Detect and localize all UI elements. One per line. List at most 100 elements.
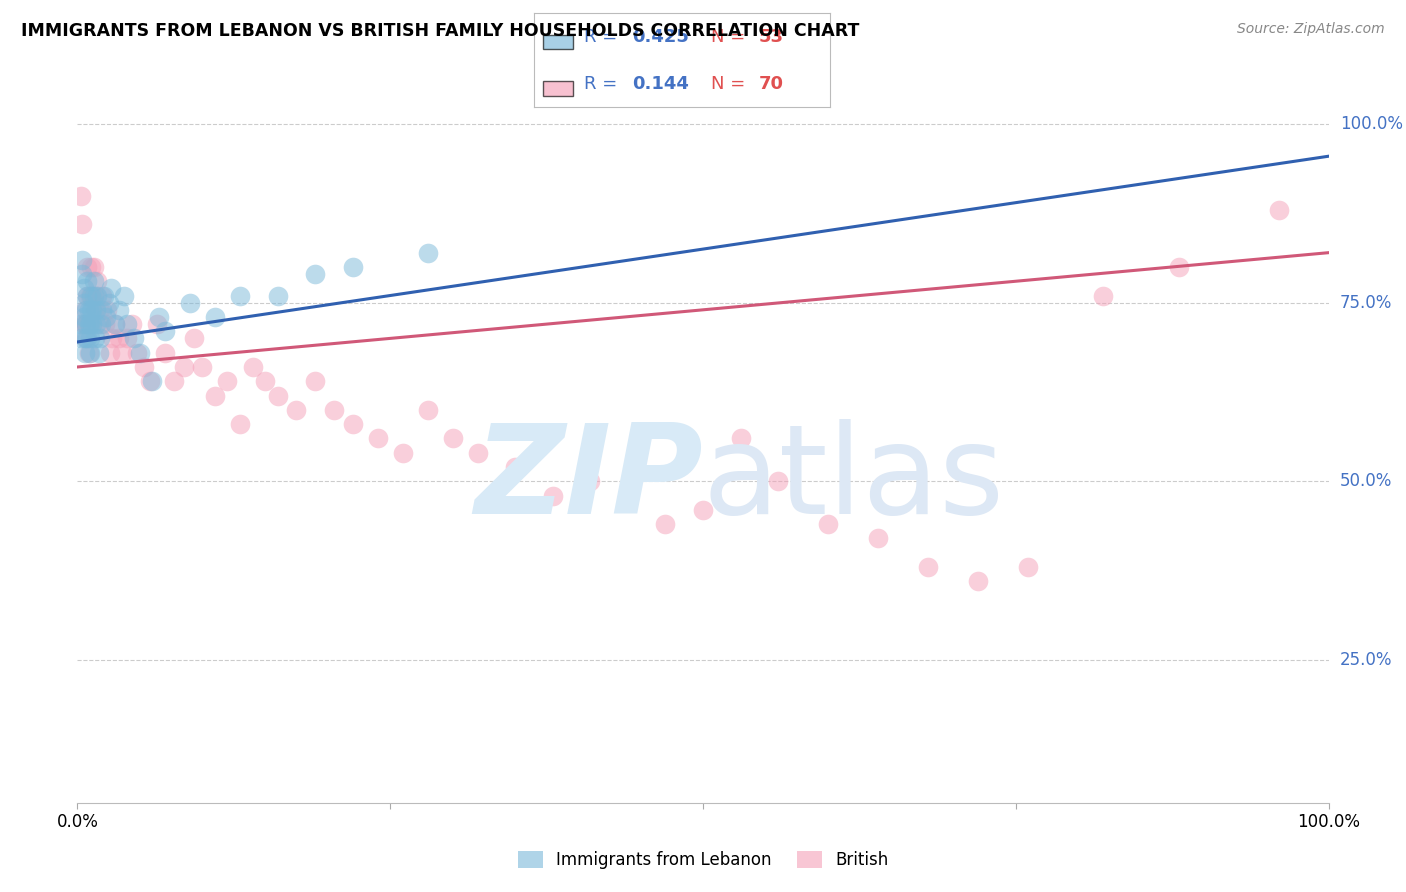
Point — [73, 302, 96, 317]
Text: 70: 70 — [759, 75, 783, 93]
Point — [73, 345, 96, 359]
Point — [72, 310, 94, 324]
Text: N =: N = — [711, 28, 751, 45]
Point — [77, 345, 100, 359]
Point — [100, 281, 122, 295]
Point — [76, 260, 98, 274]
Text: N =: N = — [711, 75, 751, 93]
Point — [107, 331, 129, 345]
FancyBboxPatch shape — [543, 81, 572, 95]
Point — [367, 432, 389, 446]
Point — [1092, 288, 1115, 302]
Point — [1167, 260, 1189, 274]
Point — [84, 317, 107, 331]
Point — [342, 260, 364, 274]
Point — [86, 288, 108, 302]
Point — [83, 331, 105, 345]
Point — [1267, 202, 1289, 217]
Text: 75.0%: 75.0% — [1340, 293, 1392, 311]
Point — [146, 317, 169, 331]
Point — [917, 560, 939, 574]
Point — [72, 281, 94, 295]
Point — [72, 252, 94, 267]
Text: 0.144: 0.144 — [631, 75, 689, 93]
Point — [730, 432, 752, 446]
Point — [90, 317, 112, 331]
Point — [183, 331, 205, 345]
Point — [76, 331, 98, 345]
Point — [91, 302, 114, 317]
Point — [141, 374, 163, 388]
Point — [242, 359, 264, 374]
Point — [117, 317, 139, 331]
Point — [107, 302, 129, 317]
Point — [75, 317, 97, 331]
Point — [80, 302, 103, 317]
Point — [541, 489, 564, 503]
Point — [111, 345, 134, 359]
Point — [82, 302, 104, 317]
Point — [89, 302, 111, 317]
Point — [617, 489, 640, 503]
Text: 53: 53 — [759, 28, 783, 45]
Point — [80, 260, 103, 274]
Point — [817, 517, 839, 532]
Point — [83, 288, 105, 302]
Text: 100.0%: 100.0% — [1340, 115, 1403, 133]
Point — [89, 331, 111, 345]
Point — [82, 288, 104, 302]
Point — [70, 317, 93, 331]
Text: R =: R = — [585, 75, 623, 93]
Point — [132, 359, 155, 374]
Point — [217, 374, 239, 388]
Point — [322, 402, 344, 417]
Point — [79, 317, 101, 331]
Point — [77, 317, 100, 331]
Point — [391, 446, 413, 460]
Point — [579, 475, 602, 489]
Point — [75, 317, 97, 331]
Point — [93, 288, 115, 302]
Point — [253, 374, 276, 388]
Point — [692, 503, 714, 517]
Point — [84, 288, 107, 302]
Point — [129, 345, 152, 359]
Point — [441, 432, 464, 446]
Text: 0.425: 0.425 — [631, 28, 689, 45]
Point — [75, 302, 97, 317]
Point — [117, 331, 139, 345]
Point — [112, 288, 135, 302]
Point — [121, 317, 143, 331]
Point — [304, 267, 326, 281]
Point — [83, 302, 105, 317]
Point — [96, 302, 118, 317]
Text: atlas: atlas — [703, 418, 1005, 540]
Point — [868, 532, 890, 546]
Point — [72, 295, 94, 310]
Point — [87, 345, 110, 359]
Point — [467, 446, 489, 460]
Point — [87, 317, 110, 331]
Point — [83, 274, 105, 288]
Point — [76, 274, 98, 288]
Point — [1017, 560, 1039, 574]
Point — [97, 295, 120, 310]
Text: 50.0%: 50.0% — [1340, 472, 1392, 491]
Point — [70, 188, 93, 202]
Point — [75, 331, 97, 345]
Point — [104, 317, 127, 331]
Point — [91, 288, 114, 302]
Text: 25.0%: 25.0% — [1340, 651, 1392, 669]
Text: Source: ZipAtlas.com: Source: ZipAtlas.com — [1237, 22, 1385, 37]
Point — [416, 245, 439, 260]
Point — [101, 331, 124, 345]
Point — [204, 310, 226, 324]
Point — [72, 267, 94, 281]
Point — [266, 388, 288, 402]
Point — [79, 331, 101, 345]
Point — [83, 260, 105, 274]
Point — [82, 317, 104, 331]
Point — [76, 288, 98, 302]
Text: IMMIGRANTS FROM LEBANON VS BRITISH FAMILY HOUSEHOLDS CORRELATION CHART: IMMIGRANTS FROM LEBANON VS BRITISH FAMIL… — [21, 22, 859, 40]
Point — [104, 317, 127, 331]
